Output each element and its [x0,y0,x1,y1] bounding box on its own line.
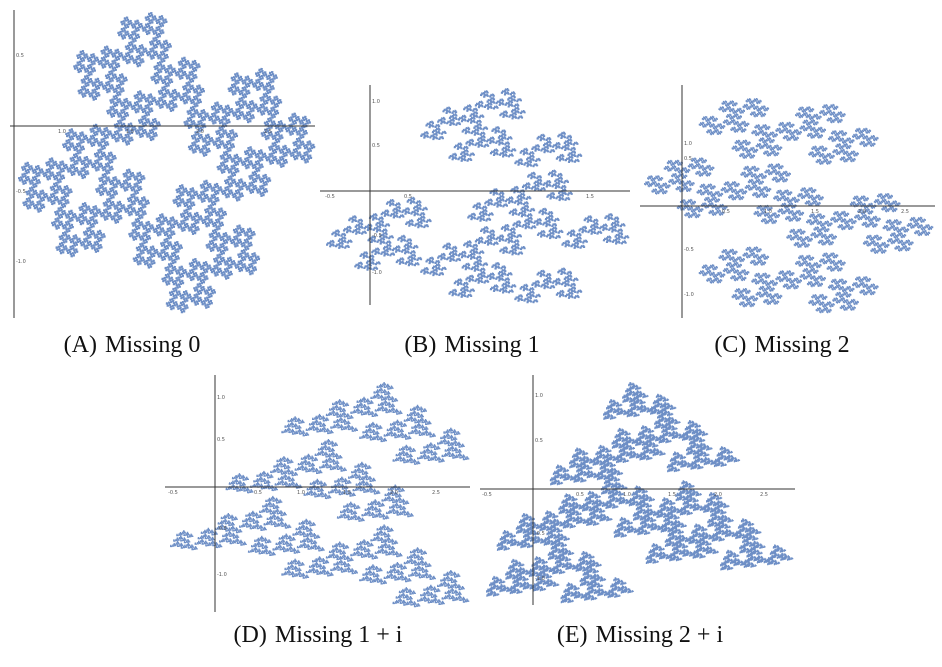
x-tick-label: 2.0 [196,129,204,135]
y-tick-label: -0.5 [16,189,26,195]
x-tick-label: 1.0 [58,129,66,135]
y-tick-label: 0.5 [217,437,225,443]
caption-label: (C) [714,332,746,358]
y-tick-label: -0.5 [217,526,227,532]
x-tick-label: 2.0 [858,209,866,215]
caption-label: (A) [64,332,97,358]
caption: (B) Missing 1 [404,332,539,358]
x-tick-label: 1.0 [623,492,631,498]
y-tick-label: -1.0 [372,270,382,276]
caption: (A) Missing 0 [64,332,201,358]
caption: (C) Missing 2 [714,332,849,358]
y-tick-label: -0.5 [684,247,694,253]
y-tick-label: 1.0 [372,99,380,105]
fractal [486,382,793,603]
y-tick-label: 1.0 [535,393,543,399]
x-tick-label: 1.5 [126,129,134,135]
x-tick-label: 2.0 [714,492,722,498]
x-tick-label: 1.5 [586,194,594,200]
caption: (E) Missing 2 + i [557,622,724,648]
x-tick-label: 1.0 [297,490,305,496]
x-tick-label: 2.5 [432,490,440,496]
x-tick-label: -0.5 [168,490,178,496]
caption-text: Missing 1 + i [275,622,403,648]
y-tick-label: -1.0 [217,572,227,578]
caption-text: Missing 2 + i [596,622,724,648]
caption-label: (D) [234,622,267,648]
x-tick-label: 2.5 [901,209,909,215]
y-tick-label: -0.5 [372,233,382,239]
x-tick-label: 0.5 [404,194,412,200]
x-tick-label: -0.5 [482,492,492,498]
y-tick-label: 0.5 [684,156,692,162]
caption: (D) Missing 1 + i [234,622,403,648]
caption-label: (B) [404,332,436,358]
x-tick-label: 0.5 [722,209,730,215]
x-tick-label: 1.5 [668,492,676,498]
y-tick-label: 0.5 [16,53,24,59]
y-tick-label: 0.5 [535,438,543,444]
x-tick-label: 0.5 [576,492,584,498]
x-tick-label: 2.5 [264,129,272,135]
figure: 1.0 1.5 2.0 2.5 0.5 -0.5 -1.0 (A) Missing 0 -0.5 0… [0,0,942,667]
y-tick-label: 1.0 [217,395,225,401]
x-tick-label: 1.0 [764,209,772,215]
y-tick-label: -0.5 [535,531,545,537]
x-tick-label: 1.5 [811,209,819,215]
caption-label: (E) [557,622,588,648]
x-tick-label: 2.5 [760,492,768,498]
y-tick-label: 1.0 [684,141,692,147]
caption-text: Missing 2 [754,332,849,358]
fractal [18,12,315,313]
x-tick-label: 0.5 [254,490,262,496]
x-tick-label: -0.5 [325,194,335,200]
y-tick-label: -1.0 [16,259,26,265]
x-tick-label: 1.5 [343,490,351,496]
y-tick-label: -1.0 [535,576,545,582]
caption-text: Missing 0 [105,332,200,358]
caption-text: Missing 1 [444,332,539,358]
y-tick-label: -1.0 [684,292,694,298]
y-tick-label: 0.5 [372,143,380,149]
x-tick-label: 2.0 [390,490,398,496]
